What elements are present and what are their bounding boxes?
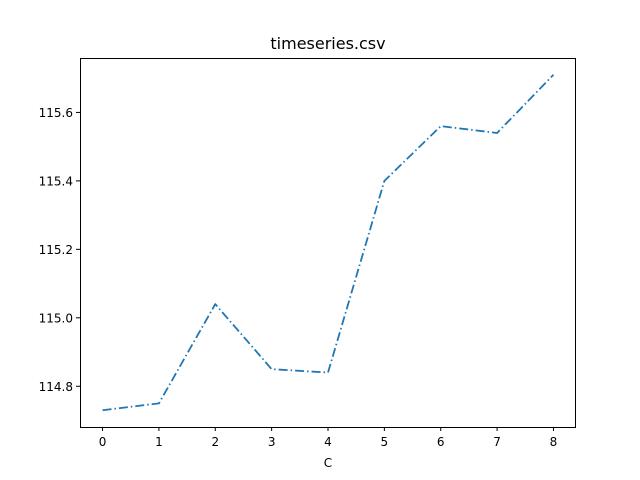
x-tick-label: 7 xyxy=(493,435,501,449)
y-tick-label: 115.6 xyxy=(39,106,73,120)
x-tick-label: 1 xyxy=(155,435,163,449)
x-tick-label: 6 xyxy=(437,435,445,449)
series-line xyxy=(102,74,555,412)
y-tick-label: 115.4 xyxy=(39,174,73,188)
y-axis: 114.8 115.0 115.2 115.4 115.6 xyxy=(39,106,80,394)
x-tick-label: 5 xyxy=(381,435,389,449)
y-tick-label: 115.2 xyxy=(39,243,73,257)
x-tick-label: 2 xyxy=(211,435,219,449)
x-axis: 0 1 2 3 4 5 6 7 8 xyxy=(99,427,558,449)
x-tick-label: 8 xyxy=(550,435,558,449)
x-tick-label: 3 xyxy=(268,435,276,449)
y-tick-label: 114.8 xyxy=(39,380,73,394)
series-layer xyxy=(102,74,555,412)
chart-title: timeseries.csv xyxy=(270,34,385,53)
x-tick-label: 4 xyxy=(324,435,332,449)
y-tick-label: 115.0 xyxy=(39,311,73,325)
x-axis-label: C xyxy=(324,456,332,470)
x-tick-label: 0 xyxy=(99,435,107,449)
